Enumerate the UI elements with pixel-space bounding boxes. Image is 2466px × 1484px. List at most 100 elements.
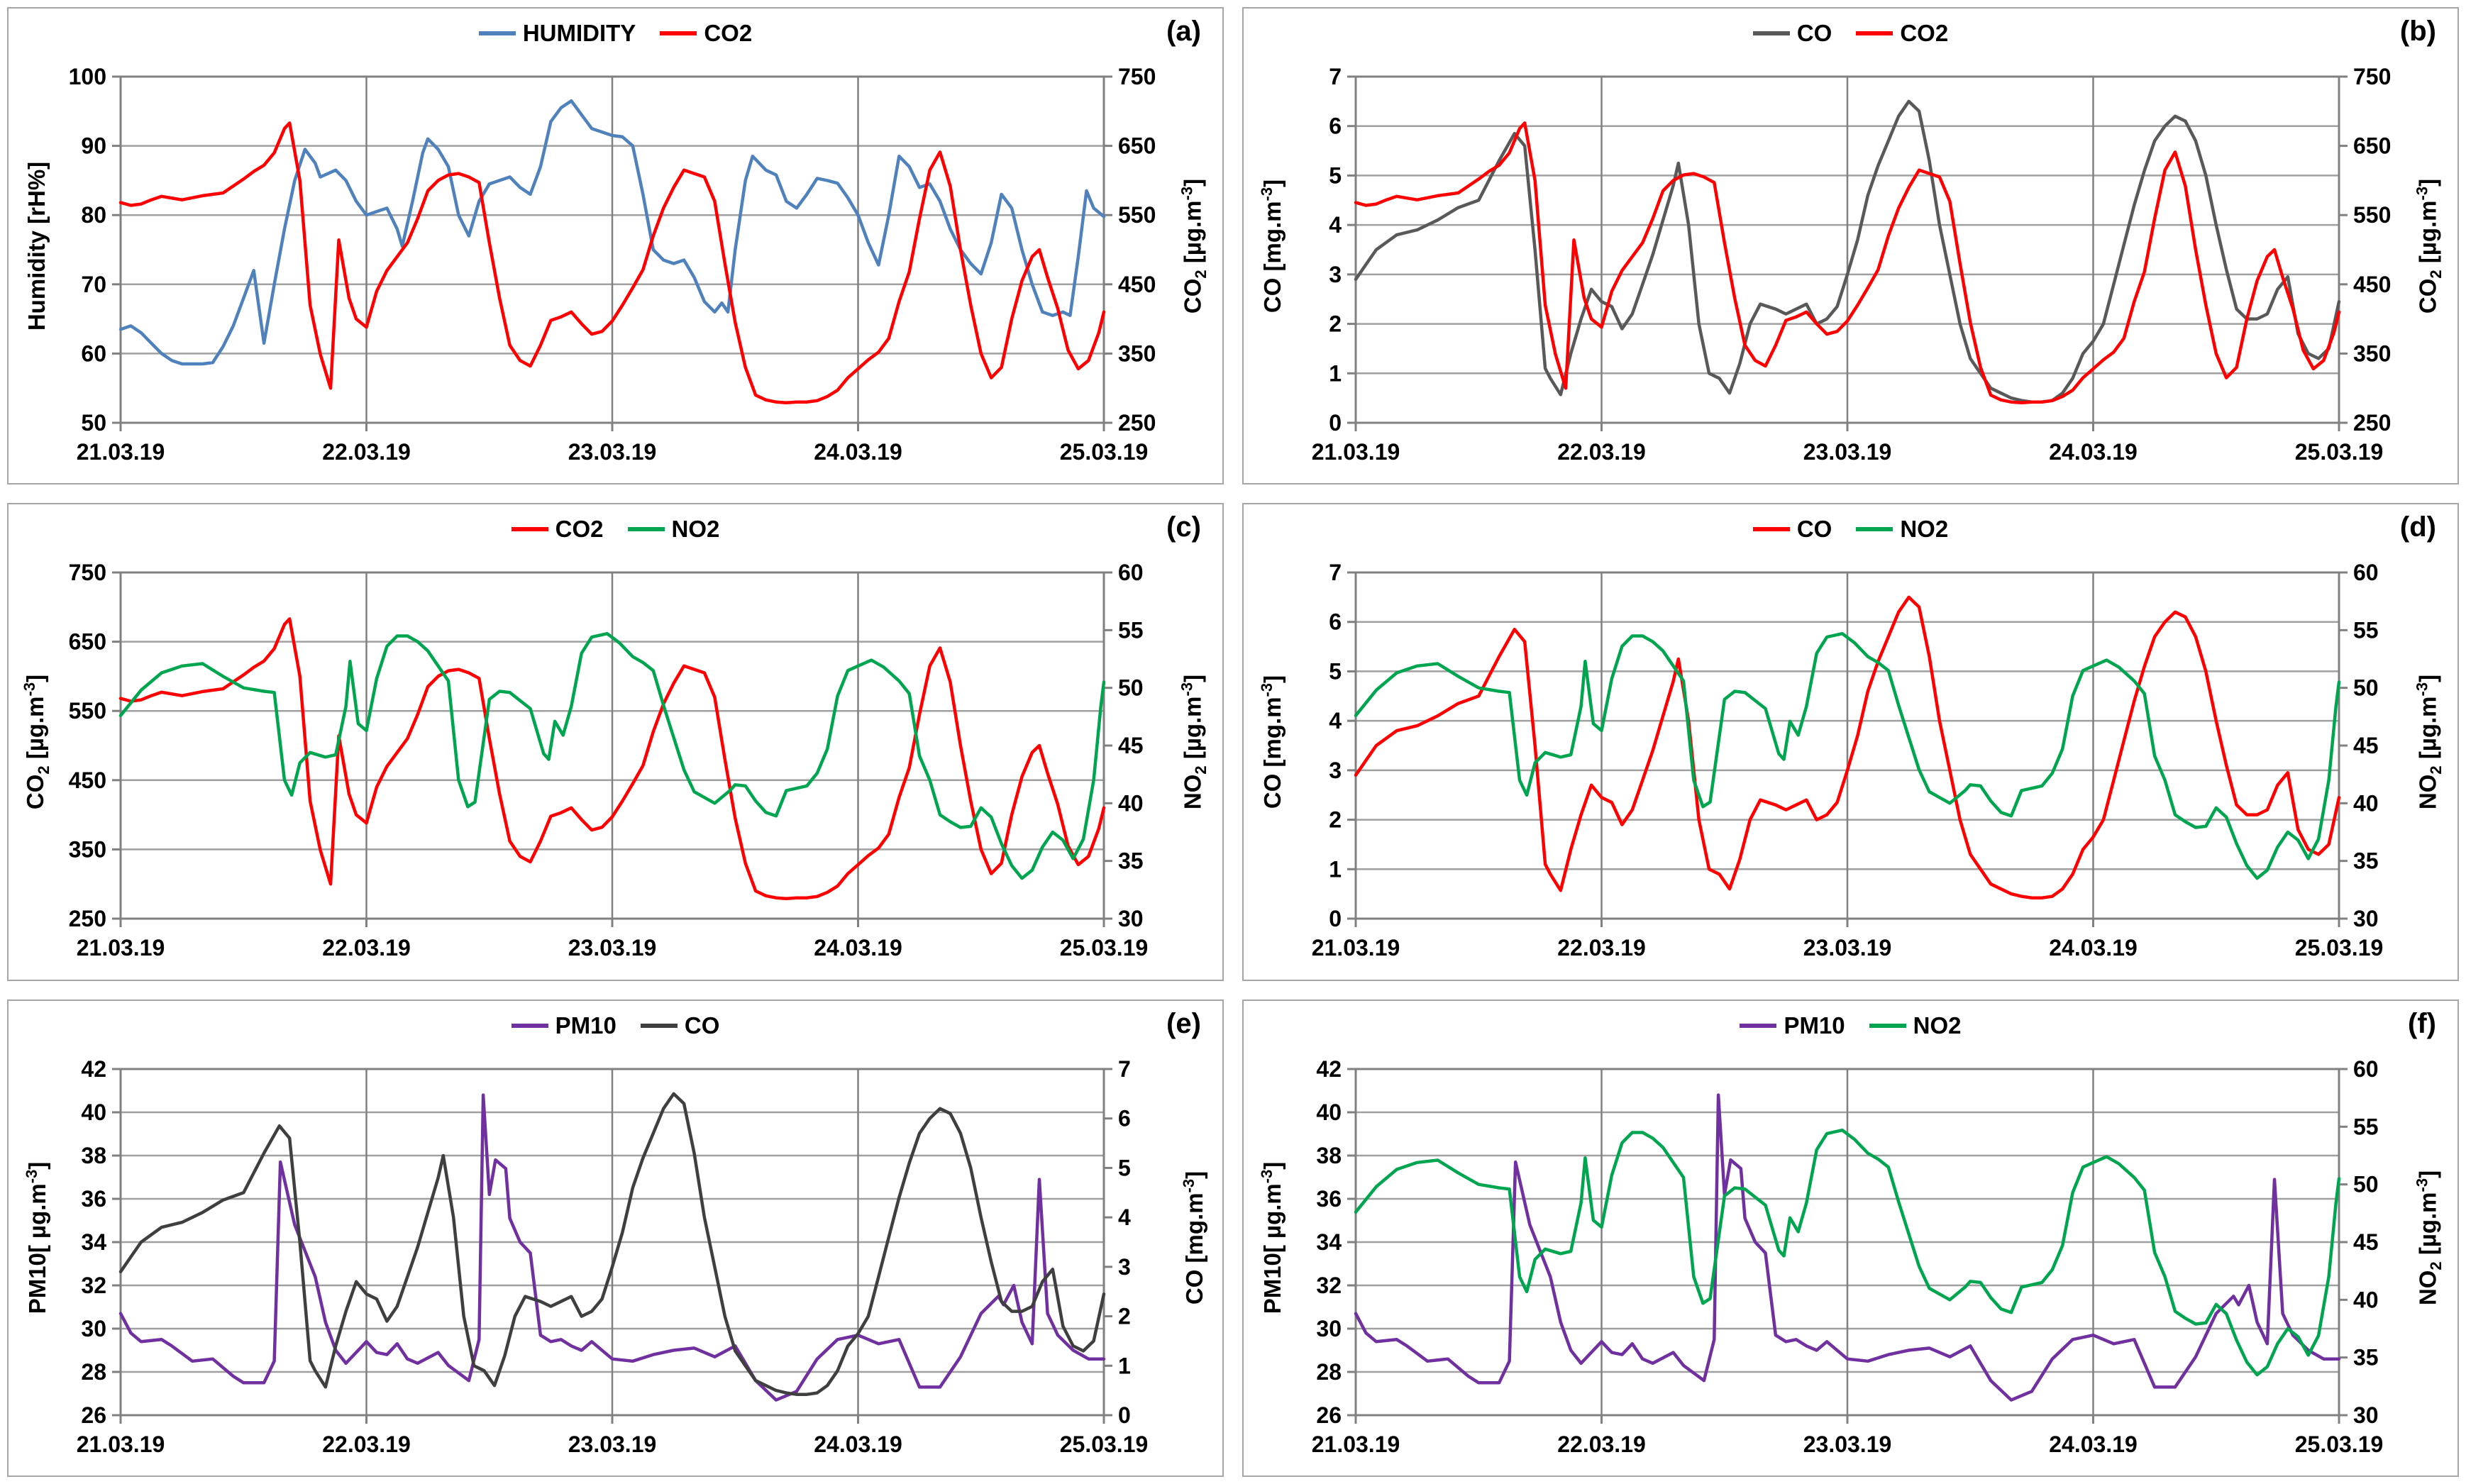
left-axis-tick-label: 1 bbox=[1329, 360, 1342, 386]
panel-letter-label: (e) bbox=[1166, 1007, 1201, 1039]
left-axis-tick-label: 28 bbox=[1316, 1359, 1342, 1385]
left-axis-tick-label: 0 bbox=[1329, 906, 1342, 931]
x-axis-tick-label: 21.03.19 bbox=[1312, 1432, 1400, 1457]
right-axis-tick-label: 3 bbox=[1118, 1254, 1131, 1280]
left-axis-tick-label: 1 bbox=[1329, 857, 1342, 882]
panel-letter-label: (d) bbox=[2399, 511, 2436, 543]
x-axis-tick-label: 24.03.19 bbox=[814, 935, 902, 960]
right-axis-tick-label: 40 bbox=[1118, 791, 1144, 816]
x-axis-tick-label: 25.03.19 bbox=[1060, 439, 1149, 465]
left-axis-tick-label: 32 bbox=[1316, 1273, 1342, 1298]
left-axis-tick-label: 32 bbox=[81, 1273, 106, 1298]
right-axis-tick-label: 40 bbox=[2353, 1287, 2379, 1312]
right-axis-tick-label: 650 bbox=[1118, 133, 1156, 159]
x-axis-tick-label: 25.03.19 bbox=[1060, 935, 1149, 960]
left-axis-tick-label: 3 bbox=[1329, 758, 1342, 783]
x-axis-tick-label: 22.03.19 bbox=[1557, 439, 1646, 465]
right-axis-tick-label: 5 bbox=[1118, 1155, 1131, 1180]
panel-letter-label: (b) bbox=[2399, 16, 2436, 47]
panel-letter-label: (f) bbox=[2408, 1007, 2436, 1039]
right-axis-tick-label: 550 bbox=[2353, 202, 2391, 228]
x-axis-tick-label: 23.03.19 bbox=[568, 1432, 657, 1457]
x-axis-tick-label: 24.03.19 bbox=[814, 1432, 902, 1457]
right-axis-tick-label: 30 bbox=[1118, 906, 1144, 931]
series-line-co bbox=[118, 1092, 1106, 1396]
right-axis-tick-label: 750 bbox=[2353, 64, 2391, 89]
left-axis-tick-label: 80 bbox=[81, 202, 106, 228]
left-axis-tick-label: 450 bbox=[69, 768, 106, 793]
right-axis-tick-label: 35 bbox=[1118, 848, 1144, 874]
x-axis-tick-label: 24.03.19 bbox=[2049, 439, 2138, 465]
left-axis-tick-label: 60 bbox=[81, 340, 106, 366]
left-axis-tick-label: 38 bbox=[81, 1143, 106, 1168]
x-axis-tick-label: 23.03.19 bbox=[568, 439, 657, 465]
left-axis-tick-label: 2 bbox=[1329, 311, 1342, 337]
left-axis-tick-label: 28 bbox=[81, 1359, 106, 1385]
left-axis-tick-label: 250 bbox=[69, 906, 106, 931]
left-axis-tick-label: 750 bbox=[69, 560, 106, 585]
chart-panel-c: CO2 NO2 (c) CO2 [µg.m-3] NO2 [µg.m-3] 250 350 4… bbox=[7, 503, 1224, 981]
right-axis-tick-label: 250 bbox=[2353, 410, 2391, 436]
series-line-co bbox=[1354, 595, 2341, 900]
series-line-pm10 bbox=[1354, 1093, 2341, 1402]
series-line-co2 bbox=[1354, 121, 2341, 404]
right-axis-tick-label: 550 bbox=[1118, 202, 1156, 228]
x-axis-tick-label: 23.03.19 bbox=[1803, 439, 1892, 465]
x-axis-tick-label: 21.03.19 bbox=[1312, 935, 1400, 960]
left-axis-tick-label: 7 bbox=[1329, 64, 1342, 89]
chart-panel-d: CO NO2 (d) CO [mg.m-3] NO2 [µg.m-3] 0 1 2 3 4 5 6 7 3… bbox=[1242, 503, 2459, 981]
right-axis-tick-label: 60 bbox=[2353, 1056, 2379, 1082]
left-axis-tick-label: 40 bbox=[1316, 1100, 1342, 1125]
x-axis-tick-label: 21.03.19 bbox=[77, 1432, 165, 1457]
left-axis-tick-label: 4 bbox=[1329, 212, 1342, 238]
plot-area-c: 250 350 450 550 650 750 30 35 40 45 50 55 60 21.03.19… bbox=[69, 560, 1149, 960]
right-axis-tick-label: 45 bbox=[2353, 1229, 2379, 1255]
right-axis-tick-label: 50 bbox=[2353, 675, 2379, 701]
left-axis-tick-label: 34 bbox=[1316, 1229, 1342, 1255]
right-axis-tick-label: 50 bbox=[2353, 1171, 2379, 1197]
x-axis-tick-label: 22.03.19 bbox=[1557, 1432, 1646, 1457]
right-axis-tick-label: 30 bbox=[2353, 906, 2379, 931]
plot-area-a: 50 60 70 80 90 100 250 350 450 550 650 750 21.03.19 2… bbox=[69, 64, 1156, 465]
left-axis-tick-label: 0 bbox=[1329, 410, 1342, 436]
left-axis-tick-label: 6 bbox=[1329, 609, 1342, 635]
left-axis-tick-label: 7 bbox=[1329, 560, 1342, 585]
left-axis-tick-label: 5 bbox=[1329, 162, 1342, 188]
x-axis-tick-label: 22.03.19 bbox=[322, 1432, 411, 1457]
chart-panel-f: PM10 NO2 (f) PM10[ µg.m-3] NO2 [µg.m-3] 26 28 3… bbox=[1242, 999, 2459, 1477]
right-axis-tick-label: 2 bbox=[1118, 1303, 1131, 1329]
series-line-co2 bbox=[118, 121, 1106, 404]
x-axis-tick-label: 23.03.19 bbox=[568, 935, 657, 960]
right-axis-tick-label: 650 bbox=[2353, 133, 2391, 159]
x-axis-tick-label: 24.03.19 bbox=[2049, 935, 2138, 960]
right-axis-tick-label: 60 bbox=[1118, 560, 1144, 585]
x-axis-tick-label: 24.03.19 bbox=[2049, 1432, 2138, 1457]
left-axis-tick-label: 42 bbox=[1316, 1056, 1342, 1082]
left-axis-tick-label: 6 bbox=[1329, 113, 1342, 139]
x-axis-tick-label: 24.03.19 bbox=[814, 439, 902, 465]
right-axis-tick-label: 40 bbox=[2353, 791, 2379, 816]
left-axis-tick-label: 100 bbox=[69, 64, 106, 89]
right-axis-tick-label: 350 bbox=[1118, 340, 1156, 366]
panel-letter-label: (a) bbox=[1166, 16, 1201, 47]
left-axis-tick-label: 90 bbox=[81, 133, 106, 159]
x-axis-tick-label: 22.03.19 bbox=[322, 935, 411, 960]
x-axis-tick-label: 25.03.19 bbox=[2295, 439, 2384, 465]
left-axis-tick-label: 2 bbox=[1329, 807, 1342, 833]
right-axis-tick-label: 55 bbox=[2353, 618, 2379, 643]
right-axis-tick-label: 450 bbox=[1118, 272, 1156, 297]
right-axis-tick-label: 6 bbox=[1118, 1105, 1131, 1131]
left-axis-tick-label: 26 bbox=[81, 1402, 106, 1428]
left-axis-tick-label: 650 bbox=[69, 629, 106, 655]
x-axis-tick-label: 22.03.19 bbox=[322, 439, 411, 465]
plot-area-f: 26 28 30 32 34 36 38 40 42 30 35 40 45 50 55 60 21.03.19… bbox=[1312, 1056, 2384, 1457]
right-axis-tick-label: 450 bbox=[2353, 272, 2391, 297]
x-axis-tick-label: 21.03.19 bbox=[1312, 439, 1400, 465]
right-axis-tick-label: 50 bbox=[1118, 675, 1144, 701]
right-axis-tick-label: 60 bbox=[2353, 560, 2379, 585]
chart-panel-a: HUMIDITY CO2 (a) Humidity [rH%] CO2 [µg.m-3]… bbox=[7, 7, 1224, 485]
left-axis-tick-label: 70 bbox=[81, 272, 106, 297]
panel-letter-label: (c) bbox=[1166, 511, 1201, 543]
right-axis-tick-label: 30 bbox=[2353, 1402, 2379, 1428]
plot-area-b: 0 1 2 3 4 5 6 7 250 350 450 550 650 750 21.03.19 22.03.… bbox=[1312, 64, 2392, 465]
